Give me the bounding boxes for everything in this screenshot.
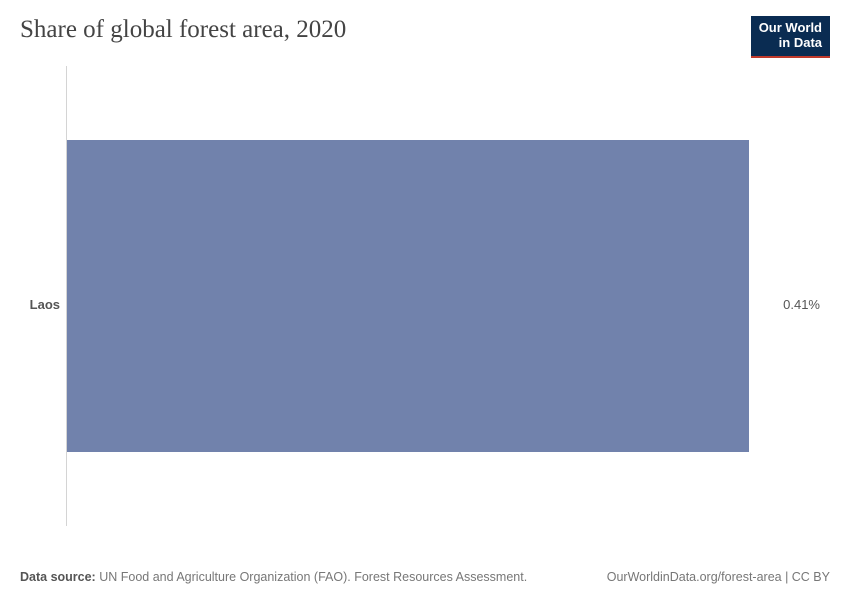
data-source: Data source: UN Food and Agriculture Org… — [20, 570, 527, 584]
attribution: OurWorldinData.org/forest-area | CC BY — [607, 570, 830, 584]
chart-title: Share of global forest area, 2020 — [20, 16, 346, 44]
source-text: UN Food and Agriculture Organization (FA… — [99, 570, 527, 584]
category-label: Laos — [20, 297, 60, 312]
logo-line2: in Data — [779, 35, 822, 50]
source-label: Data source: — [20, 570, 96, 584]
bar-laos — [67, 140, 749, 452]
chart-header: Share of global forest area, 2020 Our Wo… — [20, 16, 830, 58]
chart-plot-area: Laos 0.41% — [20, 66, 830, 546]
owid-logo: Our World in Data — [751, 16, 830, 58]
chart-footer: Data source: UN Food and Agriculture Org… — [20, 570, 830, 584]
logo-line1: Our World — [759, 20, 822, 35]
bar-container — [67, 66, 770, 526]
value-label: 0.41% — [783, 297, 820, 312]
